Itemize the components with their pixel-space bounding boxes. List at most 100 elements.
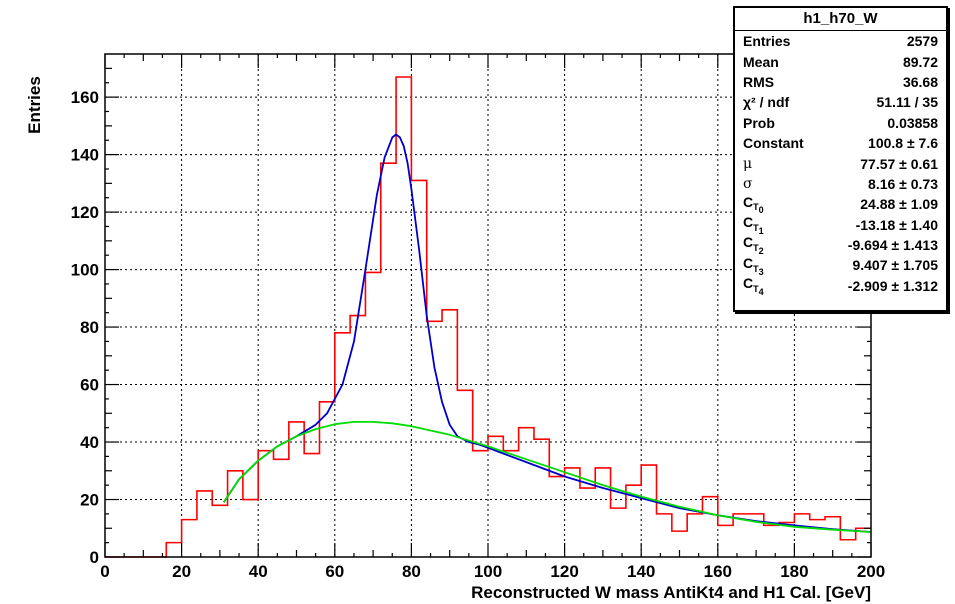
stats-label: Constant (743, 135, 804, 152)
stats-value: 8.16 ± 0.73 (868, 175, 938, 192)
y-tick-label: 60 (80, 376, 99, 395)
x-tick-label: 40 (249, 562, 268, 581)
histogram-bin (840, 540, 855, 557)
stats-label: CT3 (743, 254, 764, 277)
histogram-bin (503, 451, 518, 557)
histogram-bin (779, 523, 794, 557)
histogram-bin (411, 180, 426, 557)
y-axis-title: Entries (25, 76, 44, 134)
x-tick-label: 0 (100, 562, 109, 581)
stats-row: Entries 2579 (735, 31, 946, 51)
y-tick-label: 20 (80, 491, 99, 510)
stats-row: RMS 36.68 (735, 72, 946, 92)
stats-row: CT1 -13.18 ± 1.40 (735, 213, 946, 236)
y-tick-label: 80 (80, 318, 99, 337)
stats-rows: Entries 2579 Mean 89.72 RMS 36.68 χ² / ndf 51.1… (735, 31, 946, 297)
stats-label: CT4 (743, 275, 764, 297)
fit-curves (222, 133, 872, 533)
histogram (105, 76, 871, 558)
stats-row: Constant 100.8 ± 7.6 (735, 133, 946, 153)
x-tick-label: 200 (857, 562, 885, 581)
stats-label: Entries (743, 33, 791, 50)
histogram-bin (534, 439, 549, 557)
background-fit-curve (222, 420, 872, 533)
histogram-bin (580, 488, 595, 557)
stats-value: -2.909 ± 1.312 (847, 277, 938, 294)
stats-value: 36.68 (902, 73, 938, 90)
stats-row: σ 8.16 ± 0.73 (735, 174, 946, 194)
histogram-bin (427, 321, 442, 557)
stats-label: Prob (743, 114, 775, 131)
x-tick-label: 60 (325, 562, 344, 581)
stats-value: 89.72 (902, 53, 938, 70)
histogram-bin (718, 525, 733, 557)
y-tick-label: 160 (71, 88, 99, 107)
y-tick-label: 40 (80, 433, 99, 452)
histogram-bin (810, 520, 825, 557)
histogram-bin (365, 272, 380, 557)
stats-value: 24.88 ± 1.09 (860, 196, 938, 213)
histogram-bin (166, 543, 181, 557)
histogram-bin (473, 451, 488, 557)
stats-value: 100.8 ± 7.6 (868, 135, 938, 152)
x-tick-label: 180 (780, 562, 808, 581)
stats-value: 9.407 ± 1.705 (852, 257, 938, 274)
stats-row: CT3 9.407 ± 1.705 (735, 254, 946, 277)
x-tick-label: 120 (550, 562, 578, 581)
stats-box: h1_h70_W Entries 2579 Mean 89.72 RMS 36.68 χ² … (733, 6, 948, 312)
stats-row: χ² / ndf 51.11 / 35 (735, 92, 946, 112)
histogram-bin (212, 505, 227, 557)
histogram-bin (519, 428, 534, 557)
stats-row: CT0 24.88 ± 1.09 (735, 193, 946, 216)
stats-value: -9.694 ± 1.413 (847, 237, 938, 254)
stats-label: CT2 (743, 234, 764, 256)
histogram-bin (197, 491, 212, 557)
histogram-bin (304, 454, 319, 557)
histogram-bin (641, 465, 656, 557)
y-tick-label: 100 (71, 261, 99, 280)
x-tick-label: 160 (704, 562, 732, 581)
stats-value: 77.57 ± 0.61 (860, 155, 938, 172)
stats-value: 51.11 / 35 (876, 94, 938, 111)
y-tick-label: 140 (71, 146, 99, 165)
stats-value: 2579 (906, 33, 938, 50)
x-tick-label: 100 (474, 562, 502, 581)
histogram-bin (182, 520, 197, 557)
histogram-bin (457, 390, 472, 557)
histogram-bin (595, 468, 610, 557)
x-tick-label: 20 (172, 562, 191, 581)
histogram-bin (657, 514, 672, 557)
x-tick-label: 80 (402, 562, 421, 581)
y-tick-label: 0 (90, 548, 99, 567)
histogram-bin (258, 451, 273, 557)
histogram-bin (381, 163, 396, 557)
axis-ticks: 0 20 40 60 80 100 120 140 160 180 200 0 20 40 60 80 100 1… (71, 54, 885, 581)
total-fit-curve (222, 133, 872, 533)
stats-label: CT0 (743, 193, 764, 216)
histogram-bin (611, 508, 626, 557)
histogram-bin (243, 500, 258, 557)
histogram-bin (794, 514, 809, 557)
histogram-bin (764, 525, 779, 557)
histogram-bin (702, 497, 717, 557)
stats-value: -13.18 ± 1.40 (855, 216, 938, 233)
histogram-bin (687, 514, 702, 557)
stats-label: μ (743, 155, 753, 172)
stats-label: σ (743, 175, 753, 192)
stats-row: μ 77.57 ± 0.61 (735, 153, 946, 173)
histogram-bin (274, 459, 289, 557)
stats-value: 0.03858 (887, 114, 938, 131)
histogram-bin (350, 316, 365, 557)
stats-label: RMS (743, 73, 775, 90)
histogram-bin (488, 436, 503, 557)
stats-row: CT4 -2.909 ± 1.312 (735, 275, 946, 297)
y-tick-label: 120 (71, 203, 99, 222)
stats-row: Prob 0.03858 (735, 113, 946, 133)
histogram-bin (549, 477, 564, 557)
stats-label: χ² / ndf (743, 94, 790, 111)
stats-title: h1_h70_W (735, 8, 946, 31)
stats-label: CT1 (743, 213, 764, 236)
x-axis-title: Reconstructed W mass AntiKt4 and H1 Cal.… (471, 583, 871, 602)
stats-label: Mean (743, 53, 779, 70)
